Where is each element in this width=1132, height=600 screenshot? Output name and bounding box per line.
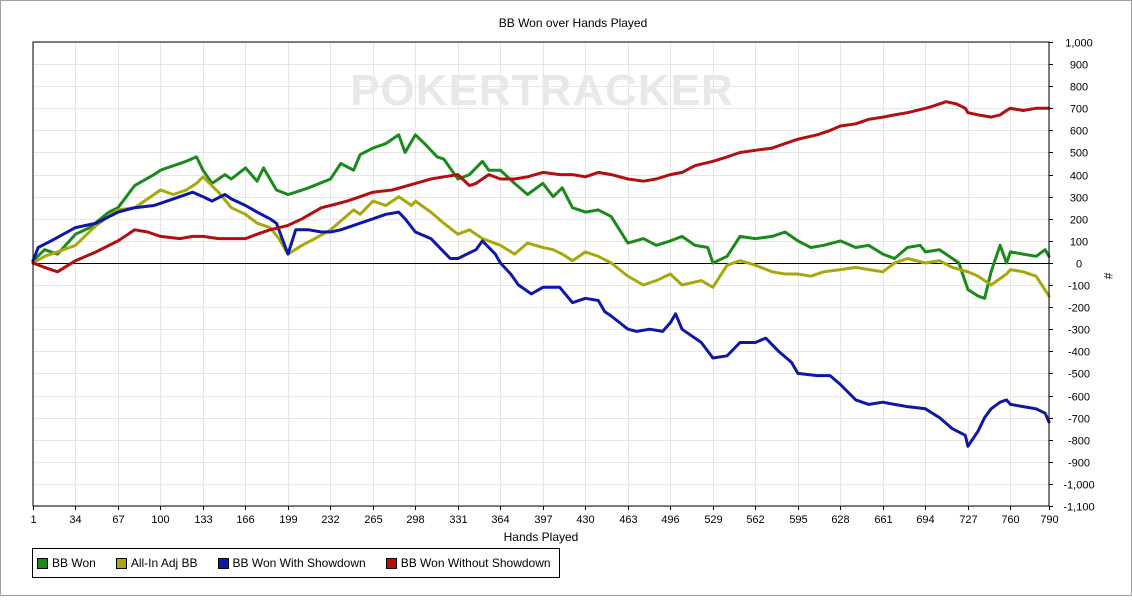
legend-item-4: BB Won Without Showdown bbox=[385, 556, 551, 570]
legend-item-1: BB Won bbox=[37, 556, 96, 570]
series-line-2 bbox=[31, 175, 1051, 298]
x-tick-label: 790 bbox=[1040, 514, 1058, 526]
x-tick-label: 364 bbox=[491, 514, 509, 526]
x-tick-label: 430 bbox=[576, 514, 594, 526]
x-tick-label: 727 bbox=[959, 514, 977, 526]
x-axis: 1 34 67 100 133 166 199 232 265 298 331 364 397 430 46… bbox=[30, 506, 1059, 526]
legend-item-2: All-In Adj BB bbox=[115, 556, 198, 570]
y-tick-label: 800 bbox=[1070, 82, 1088, 94]
legend: BB Won All-In Adj BB BB Won With Showdown B… bbox=[32, 548, 560, 578]
y-tick-label: -900 bbox=[1068, 458, 1090, 470]
series-line-3 bbox=[31, 190, 1051, 448]
x-tick-label: 133 bbox=[194, 514, 212, 526]
y-tick-label: -200 bbox=[1068, 303, 1090, 315]
x-tick-label: 595 bbox=[789, 514, 807, 526]
x-tick-label: 232 bbox=[321, 514, 339, 526]
x-tick-label: 298 bbox=[406, 514, 424, 526]
plot-area bbox=[33, 42, 1049, 506]
y-tick-label: 1,000 bbox=[1065, 38, 1093, 50]
y-tick-label: -600 bbox=[1068, 392, 1090, 404]
plot-border bbox=[32, 41, 1050, 507]
x-tick-label: 34 bbox=[69, 514, 81, 526]
x-tick-label: 496 bbox=[661, 514, 679, 526]
y-tick-label: 300 bbox=[1070, 193, 1088, 205]
legend-swatch bbox=[385, 557, 397, 569]
y-tick-label: 600 bbox=[1070, 126, 1088, 138]
y-tick-label: 0 bbox=[1076, 259, 1082, 271]
y-tick-label: 500 bbox=[1070, 148, 1088, 160]
series-line-1 bbox=[31, 133, 1051, 300]
y-tick-label: 400 bbox=[1070, 171, 1088, 183]
y-tick-label: 900 bbox=[1070, 60, 1088, 72]
x-tick-label: 265 bbox=[364, 514, 382, 526]
x-tick-label: 529 bbox=[704, 514, 722, 526]
watermark: POKERTRACKER bbox=[350, 66, 734, 115]
x-tick-label: 199 bbox=[279, 514, 297, 526]
legend-label: BB Won Without Showdown bbox=[400, 556, 551, 570]
x-tick-label: 694 bbox=[916, 514, 934, 526]
legend-label: BB Won With Showdown bbox=[232, 556, 366, 570]
x-tick-label: 331 bbox=[449, 514, 467, 526]
legend-item-3: BB Won With Showdown bbox=[217, 556, 366, 570]
y-tick-label: -100 bbox=[1068, 281, 1090, 293]
x-tick-label: 67 bbox=[112, 514, 124, 526]
x-tick-label: 628 bbox=[831, 514, 849, 526]
x-tick-label: 661 bbox=[874, 514, 892, 526]
x-axis-label: Hands Played bbox=[504, 530, 579, 544]
y-tick-label: -700 bbox=[1068, 414, 1090, 426]
chart-title: BB Won over Hands Played bbox=[499, 16, 648, 30]
y-tick-label: -1,000 bbox=[1063, 480, 1094, 492]
y-tick-label: 100 bbox=[1070, 237, 1088, 249]
y-tick-label: -300 bbox=[1068, 325, 1090, 337]
x-tick-label: 562 bbox=[746, 514, 764, 526]
y-tick-label: 700 bbox=[1070, 104, 1088, 116]
series-line-4 bbox=[31, 100, 1051, 274]
legend-swatch bbox=[37, 557, 48, 569]
legend-swatch bbox=[217, 557, 229, 569]
x-tick-label: 397 bbox=[534, 514, 552, 526]
y-tick-label: -800 bbox=[1068, 436, 1090, 448]
legend-label: BB Won bbox=[52, 556, 96, 570]
x-tick-label: 463 bbox=[619, 514, 637, 526]
x-tick-label: 760 bbox=[1001, 514, 1019, 526]
y-tick-label: -500 bbox=[1068, 369, 1090, 381]
x-tick-label: 166 bbox=[236, 514, 254, 526]
legend-label: All-In Adj BB bbox=[130, 556, 198, 570]
y-tick-label: -400 bbox=[1068, 347, 1090, 359]
legend-swatch bbox=[115, 557, 127, 569]
y-axis-label: # bbox=[1101, 273, 1115, 280]
x-tick-label: 100 bbox=[151, 514, 169, 526]
x-tick-label: 1 bbox=[30, 514, 36, 526]
series-lines bbox=[31, 100, 1051, 448]
y-tick-label: 200 bbox=[1070, 215, 1088, 227]
y-axis: 1,000 900 800 700 600 500 400 300 200 100 0 -100 -20… bbox=[1049, 38, 1095, 514]
y-tick-label: -1,100 bbox=[1063, 502, 1094, 514]
